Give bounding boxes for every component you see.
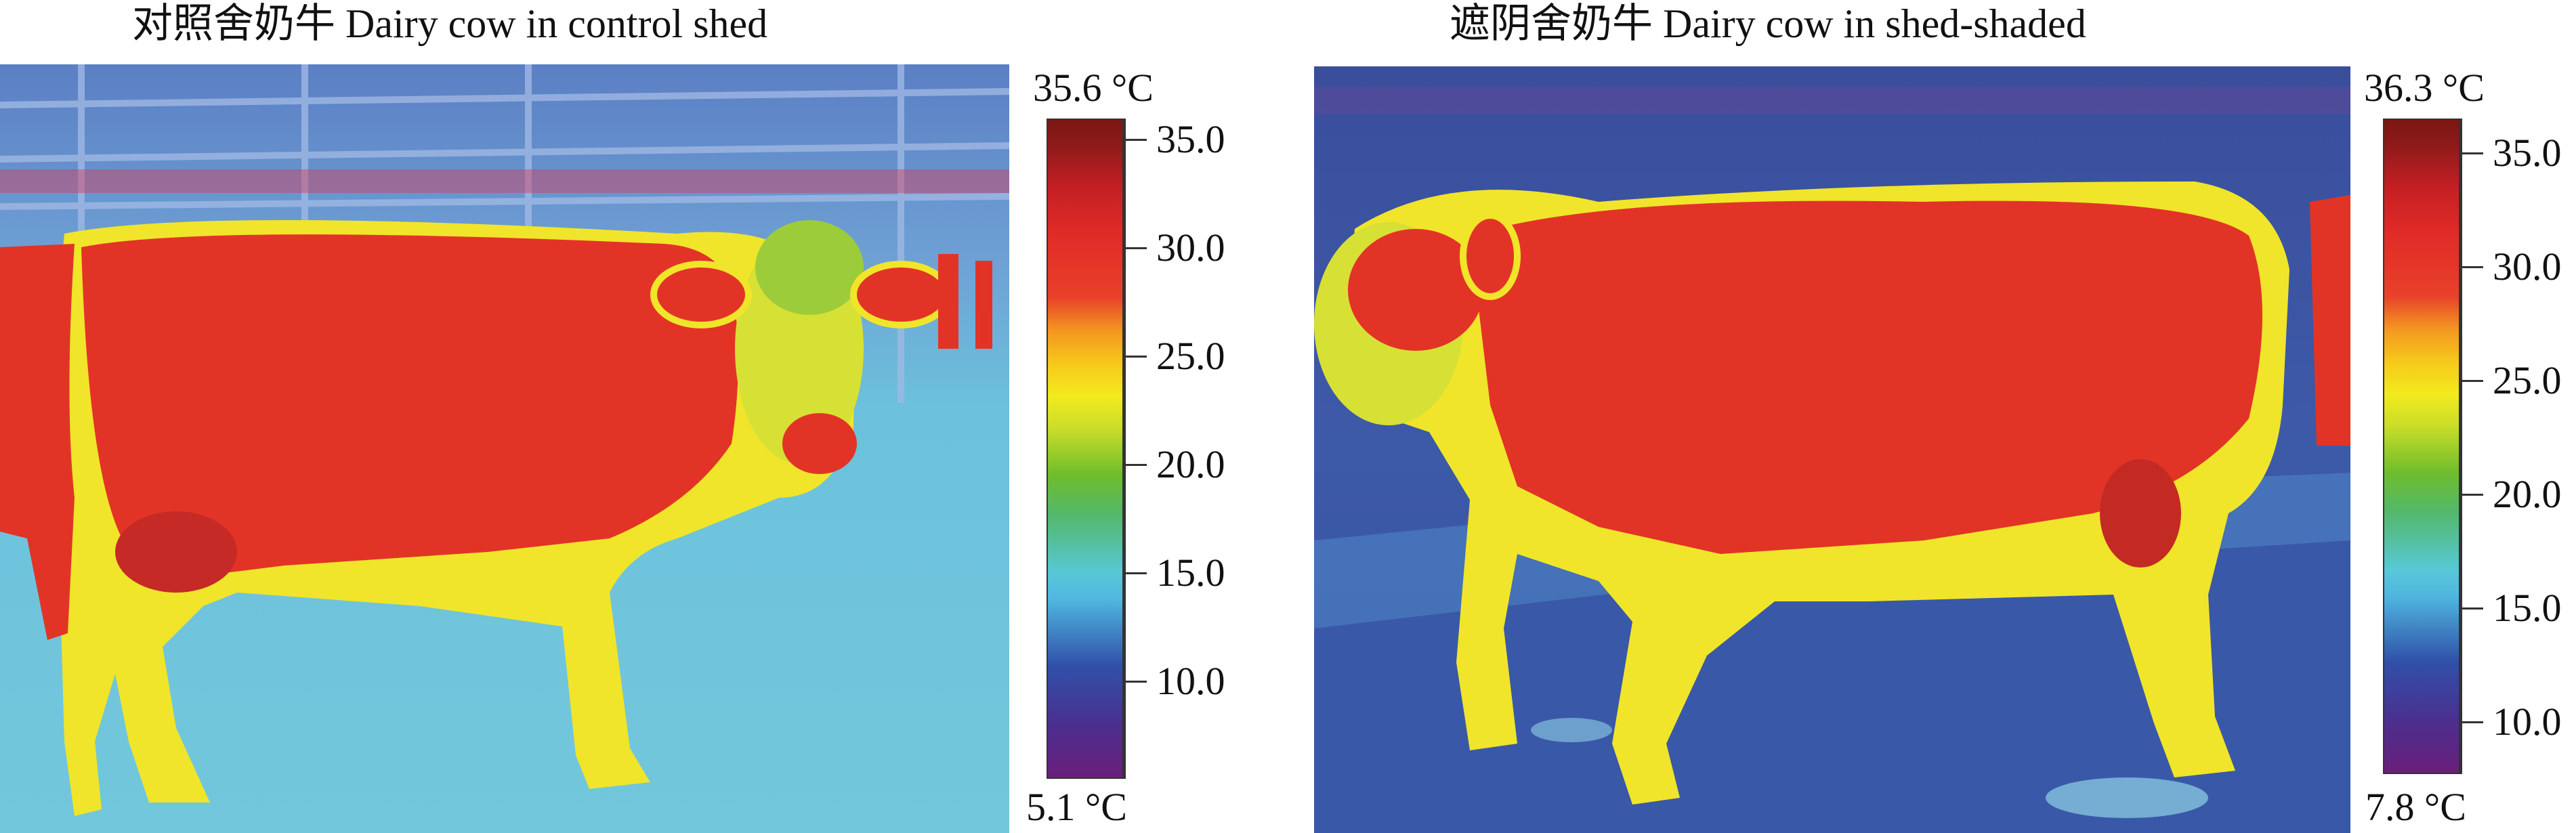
colorbar-tick-label: 15.0 [1156,551,1225,595]
colorbar-max-label-shaded: 36.3 °C [2364,66,2485,110]
colorbar-tick-label: 25.0 [2493,358,2562,402]
colorbar-tick-label: 35.0 [2493,131,2562,175]
colorbar-tick-label: 20.0 [2493,472,2562,516]
colorbar-axis-control: 35.0 30.0 25.0 20.0 15.0 10.0 [1124,119,1225,779]
colorbar-shaded [2383,119,2460,774]
panel-title-shaded: 遮阴舍奶牛 Dairy cow in shed-shaded [1450,1,2086,46]
colorbar-tick-label: 15.0 [2493,586,2562,630]
colorbar-max-label-control: 35.6 °C [1033,66,1154,110]
panel-title-control: 对照舍奶牛 Dairy cow in control shed [132,1,768,46]
colorbar-tick-label: 30.0 [2493,244,2562,289]
thermal-image-control-shed [0,64,1009,833]
colorbar-tick-label: 35.0 [1156,117,1225,161]
colorbar-tick-label: 30.0 [1156,226,1225,270]
colorbar-min-label-control: 5.1 °C [1026,785,1127,829]
colorbar-tick-label: 10.0 [2493,700,2562,744]
colorbar-tick-label: 10.0 [1156,659,1225,703]
thermal-image-shaded-shed [1314,66,2350,833]
colorbar-tick-label: 20.0 [1156,442,1225,486]
colorbar-control [1047,119,1124,779]
colorbar-min-label-shaded: 7.8 °C [2365,785,2466,829]
colorbar-tick-label: 25.0 [1156,334,1225,378]
colorbar-axis-shaded: 35.0 30.0 25.0 20.0 15.0 10.0 [2460,119,2562,774]
